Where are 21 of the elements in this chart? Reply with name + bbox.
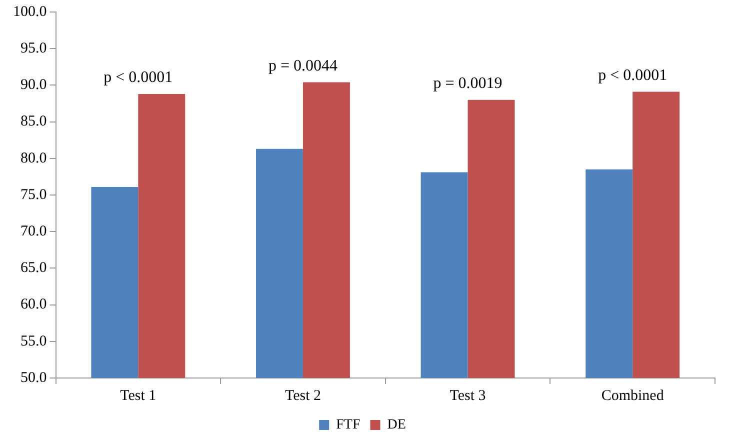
annotation: p < 0.0001 [104,69,173,86]
x-tick-label: Combined [601,388,664,404]
legend-label: DE [387,418,406,433]
x-tick-label: Test 3 [450,388,486,404]
y-tick-label: 50.0 [20,370,47,386]
y-tick-label: 70.0 [20,224,47,240]
y-tick-label: 75.0 [20,186,47,203]
y-tick-label: 100.0 [13,4,47,20]
y-tick-label: 90.0 [20,77,47,94]
y-tick-label: 60.0 [20,296,47,313]
y-tick-label: 80.0 [20,150,47,166]
y-tick-label: 55.0 [20,333,47,350]
annotation: p < 0.0001 [598,66,668,84]
y-tick-label: 65.0 [20,260,47,276]
annotation: p = 0.0044 [268,57,338,74]
y-tick-label: 85.0 [20,114,47,130]
x-tick-label: Test 2 [284,388,321,404]
legend-label: FTF [336,418,360,433]
annotation: p = 0.0019 [433,75,502,92]
y-tick-label: 95.0 [20,40,47,57]
x-tick-label: Test 1 [120,388,156,404]
